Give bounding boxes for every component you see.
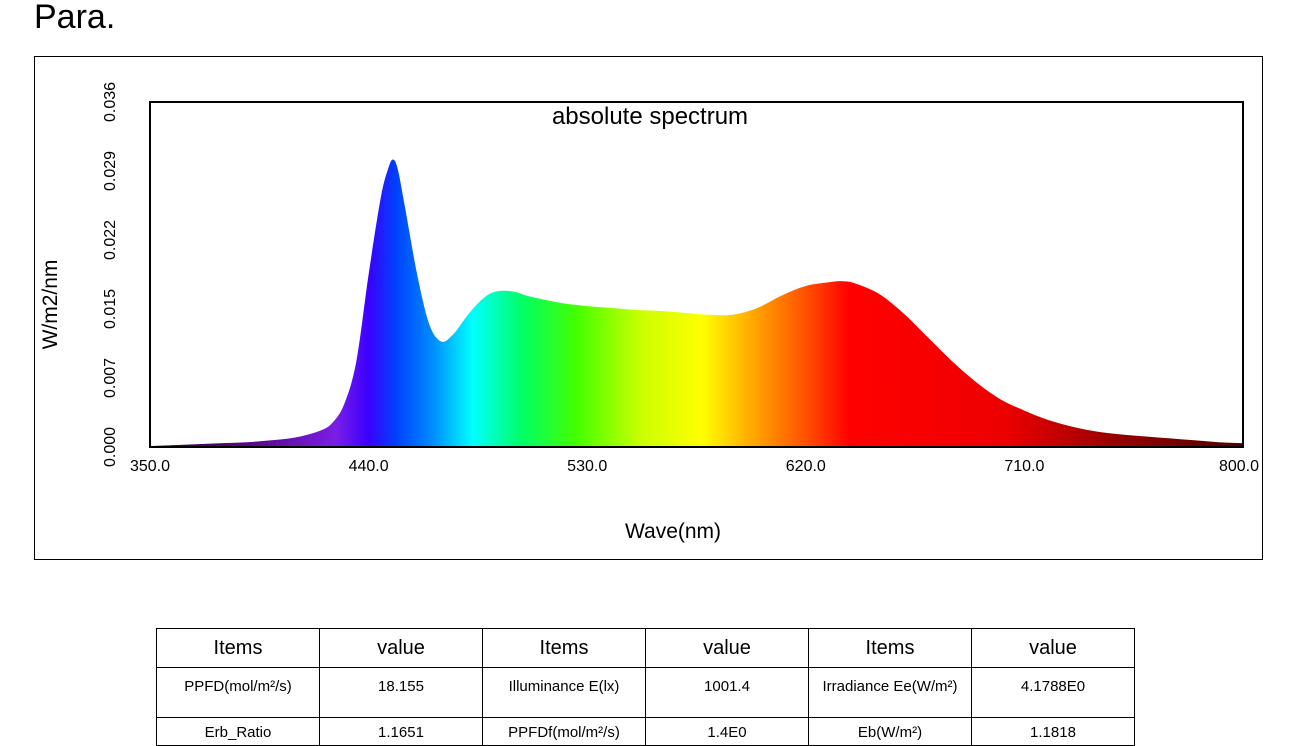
x-tick-label: 620.0	[786, 458, 826, 475]
x-tick-label: 710.0	[1004, 458, 1044, 475]
irradiance-value: 4.1788E0	[971, 667, 1135, 718]
y-tick-label: 0.007	[102, 358, 119, 398]
y-tick-label: 0.036	[102, 82, 119, 122]
x-tick-label: 800.0	[1219, 458, 1259, 475]
irradiance-label: Irradiance Ee(W/m²)	[808, 667, 972, 718]
header-items-1: Items	[156, 628, 320, 668]
table-row: Erb_Ratio 1.1651 PPFDf(mol/m²/s) 1.4E0 E…	[156, 717, 1135, 746]
x-tick-label: 530.0	[567, 458, 607, 475]
illuminance-label: Illuminance E(lx)	[482, 667, 646, 718]
ppfdf-value: 1.4E0	[645, 717, 809, 746]
y-tick-label: 0.015	[102, 289, 119, 329]
chart-title: absolute spectrum	[552, 103, 748, 130]
illuminance-value: 1001.4	[645, 667, 809, 718]
x-tick-label: 440.0	[349, 458, 389, 475]
y-tick-label: 0.029	[102, 151, 119, 191]
header-items-3: Items	[808, 628, 972, 668]
header-value-2: value	[645, 628, 809, 668]
y-tick-label: 0.022	[102, 220, 119, 260]
x-axis-ticks: 350.0 440.0 530.0 620.0 710.0 800.0	[130, 458, 1259, 475]
spectrum-area	[150, 159, 1243, 447]
erb-ratio-label: Erb_Ratio	[156, 717, 320, 746]
eb-value: 1.1818	[971, 717, 1135, 746]
plot-border	[149, 101, 1244, 448]
y-axis-label: W/m2/nm	[39, 260, 62, 350]
header-value-1: value	[319, 628, 483, 668]
ppfd-value: 18.155	[319, 667, 483, 718]
ppfdf-label: PPFDf(mol/m²/s)	[482, 717, 646, 746]
header-value-3: value	[971, 628, 1135, 668]
spectrum-chart: absolute spectrum Wave(nm) W/m2/nm 350.0…	[39, 82, 1259, 543]
eb-label: Eb(W/m²)	[808, 717, 972, 746]
ppfd-label: PPFD(mol/m²/s)	[156, 667, 320, 718]
parameters-table: Items value Items value Items value PPFD…	[156, 628, 1135, 746]
table-header-row: Items value Items value Items value	[156, 628, 1135, 668]
x-axis-label: Wave(nm)	[625, 520, 721, 543]
erb-ratio-value: 1.1651	[319, 717, 483, 746]
x-tick-label: 350.0	[130, 458, 170, 475]
page-title: Para.	[34, 0, 116, 36]
y-axis-ticks: 0.000 0.007 0.015 0.022 0.029 0.036	[102, 82, 119, 467]
y-tick-label: 0.000	[102, 427, 119, 467]
header-items-2: Items	[482, 628, 646, 668]
chart-frame: absolute spectrum Wave(nm) W/m2/nm 350.0…	[34, 56, 1263, 560]
table-row: PPFD(mol/m²/s) 18.155 Illuminance E(lx) …	[156, 667, 1135, 718]
